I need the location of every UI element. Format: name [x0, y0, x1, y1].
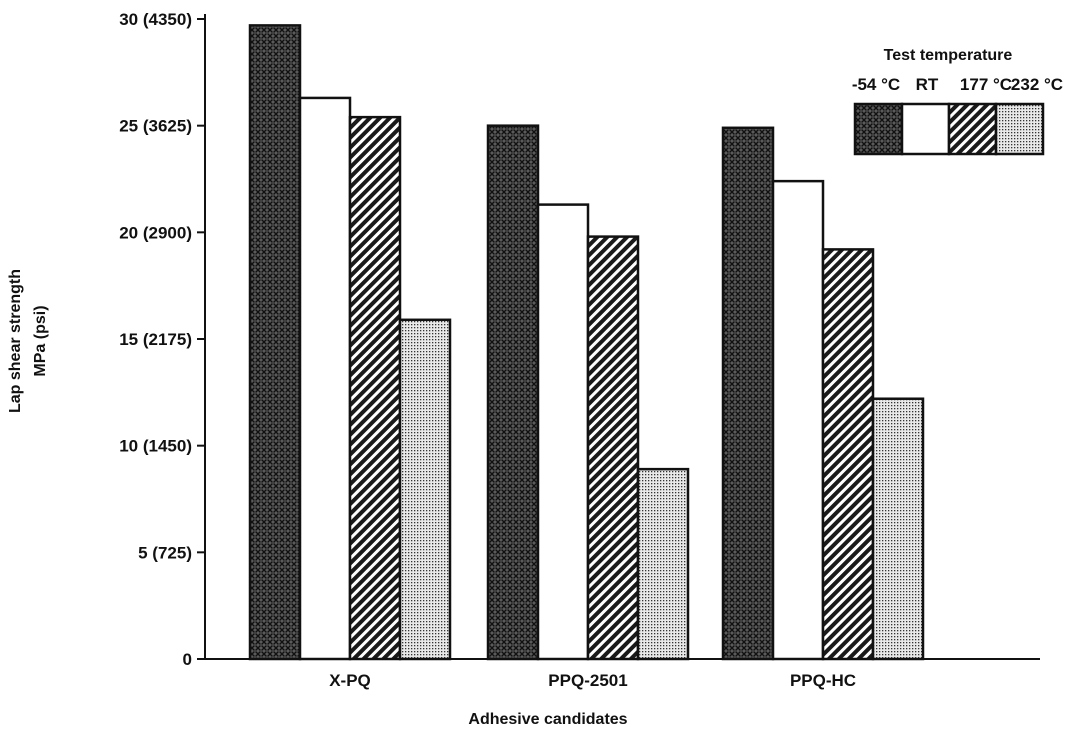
- legend-swatch: [853, 102, 904, 156]
- legend-swatch-group: [853, 102, 1045, 156]
- y-tick-label: 30 (4350): [119, 10, 192, 29]
- x-axis-title: Adhesive candidates: [468, 711, 627, 728]
- category-label: PPQ-HC: [790, 671, 856, 690]
- bar-ppq-hc-series-3: [821, 248, 875, 661]
- bar-x-pq-series-4: [398, 318, 452, 661]
- y-tick-label: 20 (2900): [119, 223, 192, 242]
- bar-ppq-2501-series-4: [636, 467, 690, 661]
- legend-title: Test temperature: [884, 47, 1013, 64]
- bar-ppq-2501-series-2: [536, 203, 590, 661]
- y-tick-label: 0: [183, 650, 192, 669]
- y-tick-group: 0 5 (725) 10 (1450) 15 (2175) 20 (2900) 25 (3…: [119, 10, 205, 669]
- bar-x-pq-series-3: [348, 115, 402, 661]
- bar-ppq-hc-series-1: [721, 126, 775, 661]
- legend-label: RT: [916, 75, 939, 94]
- legend-label: -54 °C: [852, 75, 900, 94]
- y-tick-label: 25 (3625): [119, 117, 192, 136]
- category-label: X-PQ: [329, 671, 371, 690]
- bar-ppq-2501-series-1: [486, 124, 540, 661]
- legend-swatch: [994, 102, 1045, 156]
- category-label-group: X-PQ PPQ-2501 PPQ-HC: [329, 671, 856, 690]
- bar-ppq-hc-series-4: [871, 397, 925, 661]
- legend-swatch: [900, 102, 951, 156]
- y-tick-label: 10 (1450): [119, 437, 192, 456]
- y-tick-label: 5 (725): [138, 543, 192, 562]
- y-tick-label: 15 (2175): [119, 330, 192, 349]
- legend-label: 177 °C: [960, 75, 1012, 94]
- bar-ppq-2501-series-3: [586, 235, 640, 661]
- bar-x-pq-series-1: [248, 24, 302, 661]
- bar-ppq-hc-series-2: [771, 179, 825, 661]
- bar-group: [248, 24, 925, 661]
- bar-x-pq-series-2: [298, 96, 352, 661]
- y-axis-title: Lap shear strength: [7, 269, 24, 413]
- y-axis-units: MPa (psi): [32, 305, 49, 376]
- legend-swatch: [947, 102, 998, 156]
- category-label: PPQ-2501: [548, 671, 627, 690]
- legend-label: 232 °C: [1011, 75, 1063, 94]
